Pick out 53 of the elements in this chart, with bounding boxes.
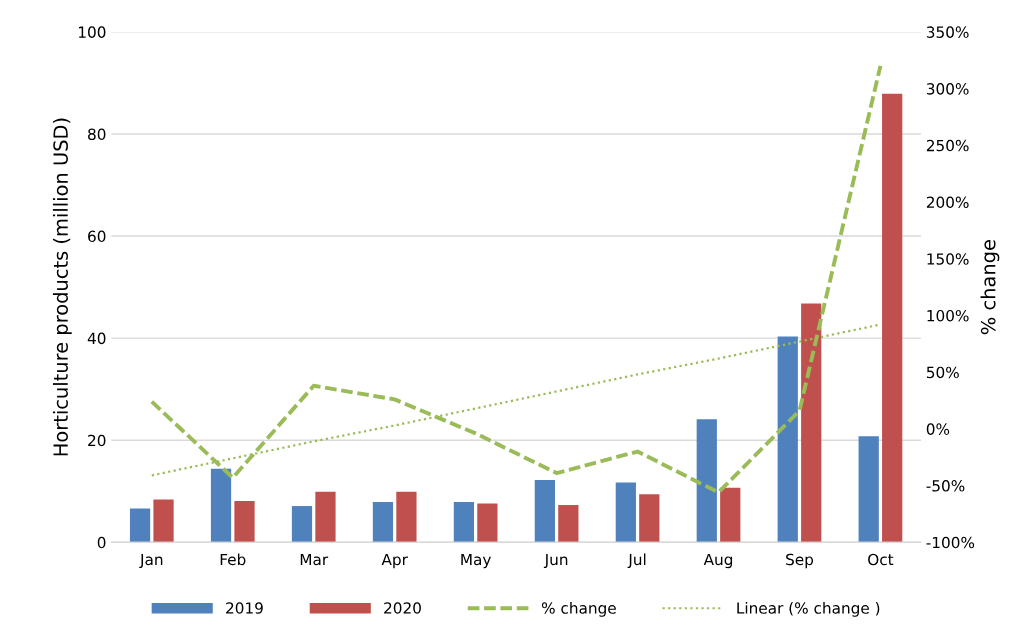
y2-tick-label: 0% <box>926 423 950 435</box>
bar <box>210 468 232 543</box>
x-tick-label: Jun <box>543 553 568 569</box>
bar <box>777 336 798 543</box>
legend-label: % change <box>541 601 616 617</box>
y2-tick-label: 100% <box>927 309 969 322</box>
legend-label: 2020 <box>384 602 421 614</box>
legend-label: 2019 <box>226 602 263 614</box>
bar <box>882 93 903 543</box>
y2-tick-label: 300% <box>926 83 969 95</box>
bar <box>372 501 394 543</box>
y-tick-label: 0 <box>97 536 106 549</box>
x-tick-label: May <box>461 553 491 569</box>
bar <box>396 491 417 543</box>
bar <box>153 499 174 543</box>
x-tick-label: Apr <box>381 553 408 569</box>
x-tick-label: Jan <box>139 553 163 569</box>
legend-label: Linear (% change ) <box>737 601 880 617</box>
bar <box>720 487 741 543</box>
y-axis-title: Horticulture products (million USD) <box>52 118 72 456</box>
y-tick-label: 60 <box>88 230 106 243</box>
bar <box>615 482 636 543</box>
y2-tick-label: 200% <box>926 196 969 209</box>
x-tick-label: Sep <box>786 553 814 569</box>
x-tick-label: Mar <box>300 553 329 566</box>
x-tick-label: Oct <box>868 553 894 566</box>
y2-tick-label: -50% <box>926 480 965 492</box>
y2-tick-label: 50% <box>926 366 959 379</box>
line-series <box>149 63 883 495</box>
bar <box>234 500 255 543</box>
y2-tick-label: -100% <box>926 536 975 549</box>
bar <box>453 501 475 543</box>
bar <box>639 494 660 543</box>
bar <box>534 480 555 543</box>
y2-axis-title: % change <box>980 240 1000 335</box>
bar <box>129 508 151 543</box>
y-tick-label: 80 <box>88 128 106 140</box>
y-tick-label: 40 <box>87 332 106 345</box>
y-tick-label: 100 <box>78 26 106 38</box>
bar <box>558 505 579 543</box>
y-tick-label: 20 <box>88 434 106 447</box>
y2-tick-label: 150% <box>927 253 969 265</box>
x-tick-label: Jul <box>627 553 646 569</box>
x-tick-label: Feb <box>220 553 246 566</box>
bar <box>858 436 879 543</box>
bar <box>696 419 717 543</box>
y2-tick-label: 250% <box>926 139 969 152</box>
x-tick-label: Aug <box>703 553 733 569</box>
bar <box>291 506 313 543</box>
bar <box>315 491 336 543</box>
bar <box>801 303 822 543</box>
bar <box>477 503 498 543</box>
y2-tick-label: 350% <box>926 26 969 38</box>
